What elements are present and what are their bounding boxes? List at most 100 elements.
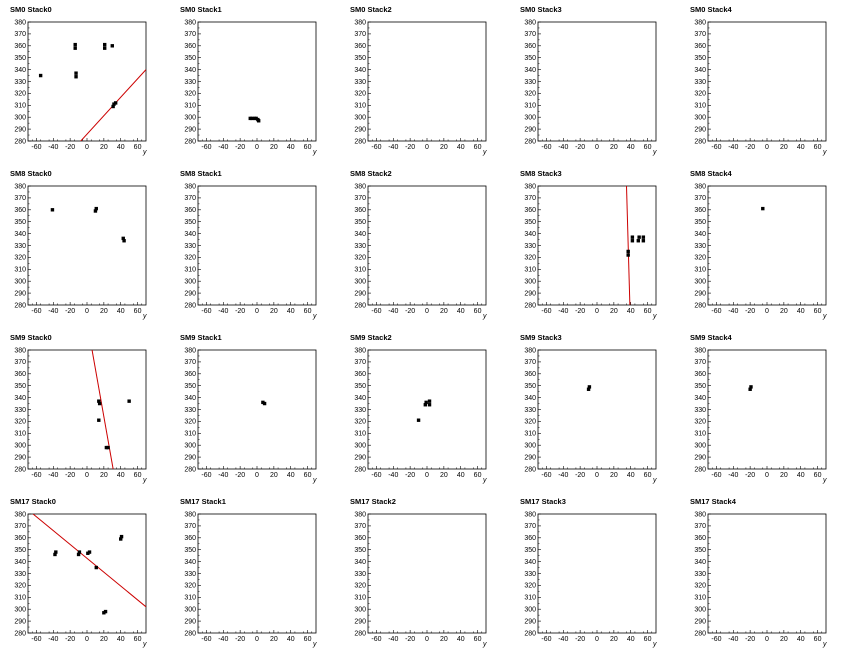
x-axis-title: y bbox=[312, 477, 317, 484]
y-tick-label: 350 bbox=[354, 383, 366, 390]
y-tick-label: 290 bbox=[184, 454, 196, 461]
panel: SM0 Stack4 280 290 300 310 320 330 340 350 360 370… bbox=[690, 5, 827, 156]
data-point bbox=[250, 116, 254, 121]
x-tick-label: 20 bbox=[270, 144, 278, 151]
x-tick-label: -40 bbox=[388, 472, 398, 479]
y-tick-label: 300 bbox=[184, 115, 196, 122]
y-tick-label: 280 bbox=[14, 466, 26, 473]
y-tick-label: 350 bbox=[694, 383, 706, 390]
panel: SM17 Stack4 280 290 300 310 320 330 340 350 360 37… bbox=[690, 497, 827, 648]
plot-frame bbox=[197, 185, 317, 306]
x-tick-label: -40 bbox=[48, 144, 58, 151]
y-tick-label: 360 bbox=[694, 535, 706, 542]
data-point bbox=[423, 403, 428, 407]
x-axis-title: y bbox=[482, 313, 487, 320]
y-tick-label: 330 bbox=[14, 243, 26, 250]
data-point bbox=[103, 46, 107, 50]
panel-title: SM8 Stack4 bbox=[690, 169, 733, 178]
y-tick-label: 290 bbox=[694, 126, 706, 133]
x-tick-label: -40 bbox=[388, 636, 398, 643]
data-point bbox=[97, 418, 101, 422]
y-tick-label: 360 bbox=[14, 43, 26, 50]
y-tick-label: 380 bbox=[14, 347, 26, 354]
y-tick-label: 330 bbox=[694, 407, 706, 414]
x-tick-label: 60 bbox=[814, 308, 822, 315]
y-tick-label: 360 bbox=[14, 371, 26, 378]
y-tick-label: 280 bbox=[694, 302, 706, 309]
x-tick-label: 20 bbox=[270, 472, 278, 479]
data-point bbox=[77, 550, 82, 554]
x-tick-label: -60 bbox=[711, 472, 721, 479]
y-tick-label: 340 bbox=[14, 395, 26, 402]
x-tick-label: -60 bbox=[201, 308, 211, 315]
x-tick-label: 40 bbox=[627, 144, 635, 151]
plot-frame bbox=[707, 21, 827, 142]
y-tick-label: 290 bbox=[14, 454, 26, 461]
y-tick-label: 360 bbox=[354, 371, 366, 378]
y-tick-label: 320 bbox=[14, 255, 26, 262]
y-tick-label: 300 bbox=[14, 443, 26, 450]
data-point bbox=[53, 552, 57, 557]
data-point bbox=[93, 209, 98, 213]
x-axis-title: y bbox=[652, 149, 657, 156]
y-tick-label: 280 bbox=[14, 138, 26, 145]
x-axis-title: y bbox=[142, 477, 147, 484]
x-tick-label: 40 bbox=[117, 636, 125, 643]
data-point bbox=[106, 445, 110, 450]
x-tick-label: 60 bbox=[134, 472, 142, 479]
y-tick-label: 290 bbox=[354, 618, 366, 625]
x-tick-label: 20 bbox=[610, 144, 618, 151]
y-tick-label: 370 bbox=[524, 31, 536, 38]
x-tick-label: 40 bbox=[627, 308, 635, 315]
x-tick-label: 20 bbox=[100, 636, 108, 643]
data-point bbox=[97, 401, 102, 406]
y-tick-label: 290 bbox=[14, 290, 26, 297]
y-tick-label: 370 bbox=[184, 195, 196, 202]
data-point bbox=[103, 42, 107, 47]
x-tick-label: -40 bbox=[218, 636, 228, 643]
x-tick-label: -60 bbox=[371, 636, 381, 643]
y-tick-label: 320 bbox=[14, 419, 26, 426]
y-tick-label: 290 bbox=[184, 126, 196, 133]
x-tick-label: 20 bbox=[100, 472, 108, 479]
y-tick-label: 290 bbox=[14, 618, 26, 625]
y-tick-label: 310 bbox=[354, 267, 366, 274]
y-tick-label: 310 bbox=[14, 431, 26, 438]
x-tick-label: 0 bbox=[765, 144, 769, 151]
y-tick-label: 330 bbox=[184, 79, 196, 86]
y-tick-label: 380 bbox=[694, 347, 706, 354]
y-tick-label: 370 bbox=[184, 523, 196, 530]
y-tick-label: 290 bbox=[354, 126, 366, 133]
y-tick-label: 280 bbox=[354, 466, 366, 473]
y-tick-label: 320 bbox=[14, 583, 26, 590]
data-point bbox=[122, 239, 126, 243]
y-tick-label: 310 bbox=[14, 595, 26, 602]
x-tick-label: -40 bbox=[48, 472, 58, 479]
y-tick-label: 370 bbox=[354, 359, 366, 366]
x-tick-label: -40 bbox=[388, 308, 398, 315]
data-point bbox=[761, 206, 765, 211]
y-tick-label: 290 bbox=[694, 454, 706, 461]
y-tick-label: 370 bbox=[14, 523, 26, 530]
x-axis-title: y bbox=[142, 149, 147, 156]
y-tick-label: 330 bbox=[184, 571, 196, 578]
plot-frame bbox=[537, 21, 657, 142]
data-point bbox=[416, 418, 421, 422]
data-point bbox=[586, 387, 591, 391]
y-tick-label: 380 bbox=[14, 511, 26, 518]
data-point bbox=[641, 239, 646, 243]
x-tick-label: -20 bbox=[575, 308, 585, 315]
x-tick-label: 0 bbox=[765, 472, 769, 479]
x-tick-label: 0 bbox=[85, 144, 89, 151]
x-tick-label: -40 bbox=[48, 636, 58, 643]
y-tick-label: 310 bbox=[354, 103, 366, 110]
y-tick-label: 380 bbox=[694, 19, 706, 26]
y-tick-label: 340 bbox=[184, 395, 196, 402]
panel-title: SM0 Stack4 bbox=[690, 5, 733, 14]
y-tick-label: 320 bbox=[524, 255, 536, 262]
x-axis-title: y bbox=[142, 313, 147, 320]
y-tick-label: 330 bbox=[354, 79, 366, 86]
x-axis-title: y bbox=[482, 477, 487, 484]
x-tick-label: 60 bbox=[304, 472, 312, 479]
x-tick-label: 0 bbox=[425, 472, 429, 479]
